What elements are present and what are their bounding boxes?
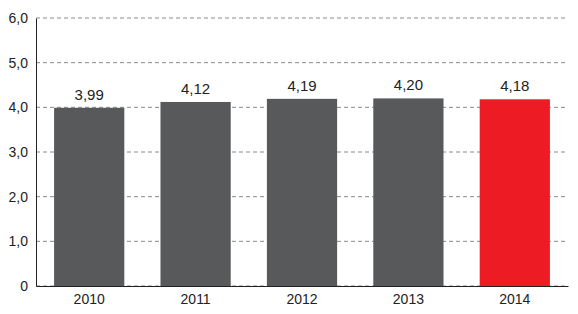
plot: 3,99 4,12 4,19 4,20 4,18 0 1,0 2,0 3,0 4,0 5,0 6,0 2… (9, 10, 569, 307)
x-tick: 2011 (181, 286, 211, 307)
bar (160, 102, 230, 286)
x-tick-label: 2012 (286, 291, 317, 307)
y-tick-label: 1,0 (9, 233, 29, 249)
data-label: 4,20 (394, 76, 423, 93)
y-tick: 4,0 (9, 99, 36, 115)
data-label: 3,99 (75, 86, 104, 103)
x-axis-line (37, 286, 569, 287)
data-label: 4,18 (500, 77, 529, 94)
bars (54, 98, 550, 286)
y-tick: 1,0 (9, 233, 36, 249)
data-labels: 3,99 4,12 4,19 4,20 4,18 (75, 76, 530, 102)
y-tick-label: 0 (20, 278, 28, 294)
y-tick: 6,0 (9, 10, 36, 26)
y-tick-label: 4,0 (9, 99, 29, 115)
y-tick-label: 3,0 (9, 144, 29, 160)
bar (54, 108, 124, 286)
grid-line (36, 62, 568, 63)
y-tick-label: 6,0 (9, 10, 29, 26)
x-tick-label: 2013 (393, 291, 424, 307)
x-tick: 2014 (499, 286, 530, 307)
x-axis: 2010 2011 2012 2013 2014 (37, 286, 569, 307)
x-tick: 2012 (286, 286, 317, 307)
y-axis-line (36, 19, 37, 287)
x-tick-label: 2011 (181, 291, 211, 307)
bar (373, 98, 443, 286)
grid (36, 18, 568, 286)
y-tick-label: 5,0 (9, 55, 29, 71)
y-axis: 0 1,0 2,0 3,0 4,0 5,0 6,0 (9, 10, 37, 294)
y-tick: 0 (20, 278, 36, 294)
x-tick: 2013 (393, 286, 424, 307)
bar (267, 99, 337, 286)
chart: 3,99 4,12 4,19 4,20 4,18 0 1,0 2,0 3,0 4,0 5,0 6,0 2… (0, 0, 578, 314)
y-tick-label: 2,0 (9, 189, 29, 205)
grid-line (36, 18, 568, 19)
bar (480, 99, 550, 286)
x-tick-label: 2014 (499, 291, 530, 307)
x-tick-label: 2010 (74, 291, 105, 307)
y-tick: 5,0 (9, 55, 36, 71)
y-tick: 3,0 (9, 144, 36, 160)
data-label: 4,19 (287, 77, 316, 94)
data-label: 4,12 (181, 80, 210, 97)
x-tick: 2010 (74, 286, 105, 307)
y-tick: 2,0 (9, 189, 36, 205)
